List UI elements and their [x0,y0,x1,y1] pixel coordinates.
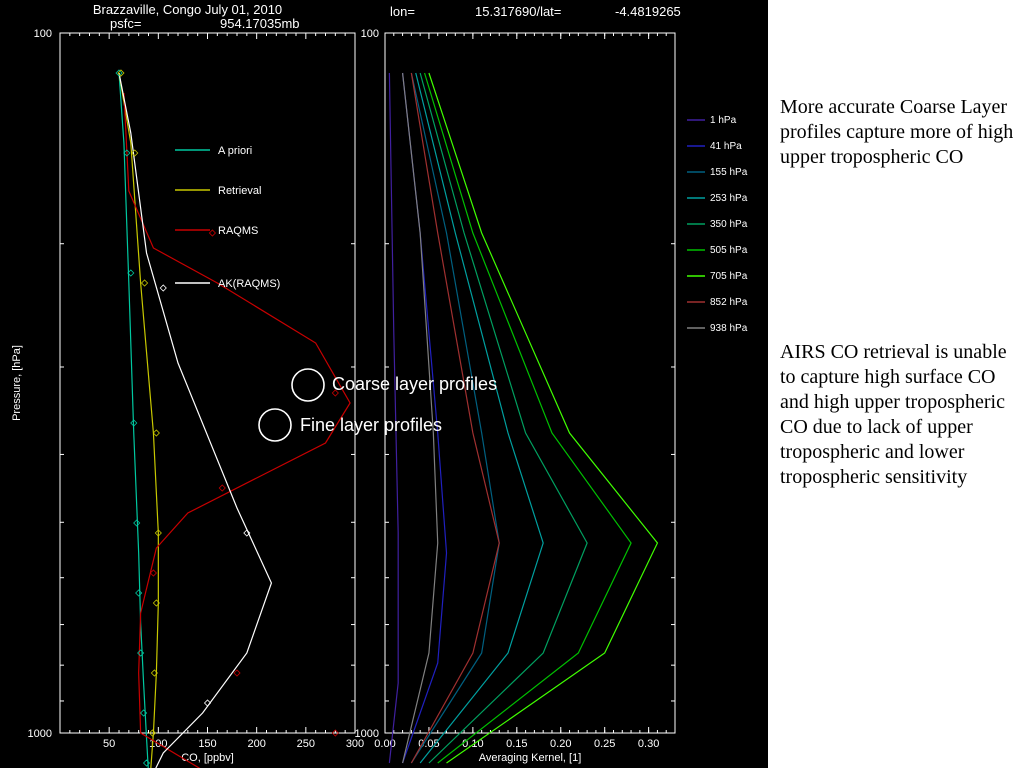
svg-text:100: 100 [34,28,52,40]
commentary-paragraph-1: More accurate Coarse Layer profiles capt… [780,95,1016,170]
svg-text:1 hPa: 1 hPa [710,115,737,126]
svg-text:50: 50 [103,738,115,750]
svg-text:0.15: 0.15 [506,738,527,750]
svg-text:705 hPa: 705 hPa [710,271,748,282]
plots-svg: 100100050100150200250300CO, [ppbv]Pressu… [0,0,768,768]
svg-text:Retrieval: Retrieval [218,185,261,197]
chart-area: 100100050100150200250300CO, [ppbv]Pressu… [0,0,768,768]
svg-text:0.20: 0.20 [550,738,571,750]
svg-text:150: 150 [198,738,216,750]
svg-text:AK(RAQMS): AK(RAQMS) [218,278,280,290]
svg-text:253 hPa: 253 hPa [710,193,748,204]
svg-text:505 hPa: 505 hPa [710,245,748,256]
svg-text:15.317690/lat=: 15.317690/lat= [475,4,561,19]
svg-text:Fine layer profiles: Fine layer profiles [300,415,442,435]
svg-text:250: 250 [297,738,315,750]
svg-text:100: 100 [361,28,379,40]
svg-text:200: 200 [247,738,265,750]
svg-text:0.30: 0.30 [638,738,659,750]
svg-text:852 hPa: 852 hPa [710,297,748,308]
svg-text:155 hPa: 155 hPa [710,167,748,178]
svg-text:350 hPa: 350 hPa [710,219,748,230]
svg-text:RAQMS: RAQMS [218,225,258,237]
svg-text:Brazzaville, Congo July 01, 20: Brazzaville, Congo July 01, 2010 [93,2,282,17]
side-text-panel: More accurate Coarse Layer profiles capt… [775,0,1024,768]
svg-text:0.25: 0.25 [594,738,615,750]
commentary-paragraph-2: AIRS CO retrieval is unable to capture h… [780,340,1016,490]
svg-text:Pressure, [hPa]: Pressure, [hPa] [11,345,23,421]
svg-text:A priori: A priori [218,145,252,157]
svg-text:938 hPa: 938 hPa [710,323,748,334]
svg-text:1000: 1000 [28,728,52,740]
svg-text:954.17035mb: 954.17035mb [220,16,300,31]
svg-text:Averaging Kernel, [1]: Averaging Kernel, [1] [479,752,582,764]
svg-text:lon=: lon= [390,4,415,19]
svg-text:Coarse layer profiles: Coarse layer profiles [332,374,497,394]
svg-text:psfc=: psfc= [110,16,141,31]
svg-text:-4.4819265: -4.4819265 [615,4,681,19]
svg-text:41 hPa: 41 hPa [710,141,742,152]
